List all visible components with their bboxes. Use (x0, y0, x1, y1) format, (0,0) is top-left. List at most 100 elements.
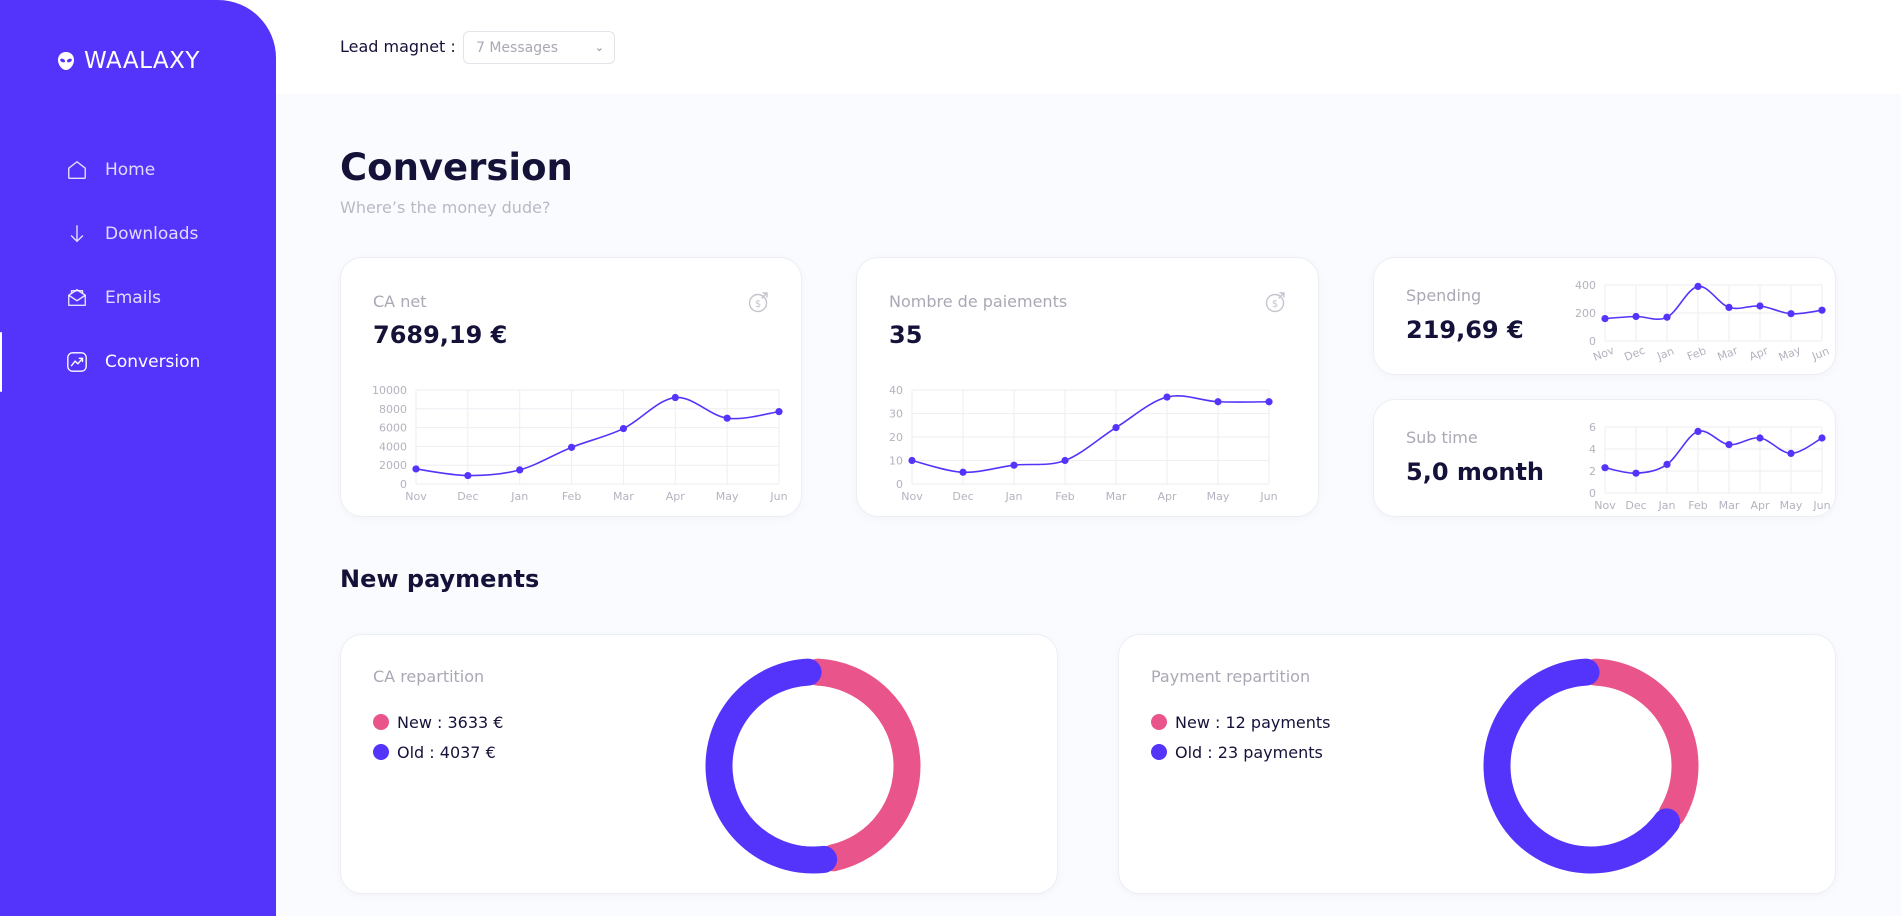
donut-slice-new[interactable] (1582, 658, 1699, 828)
data-point[interactable] (1694, 282, 1702, 290)
data-point[interactable] (1787, 449, 1795, 457)
legend-label: New : 12 payments (1175, 712, 1331, 732)
x-tick-label: Feb (1685, 344, 1708, 363)
series-line (911, 395, 1270, 474)
card-value: 35 (889, 321, 923, 349)
main-content: Conversion Where’s the money dude? CA ne… (276, 94, 1901, 916)
card-value: 5,0 month (1406, 458, 1545, 486)
sidebar-item-home[interactable]: Home (0, 138, 276, 202)
y-tick-label: 2 (1589, 465, 1596, 478)
data-point[interactable] (908, 456, 916, 465)
data-point[interactable] (1663, 313, 1671, 321)
data-point[interactable] (1818, 434, 1826, 442)
data-point[interactable] (1663, 460, 1671, 468)
sidebar-item-conversion[interactable]: Conversion (0, 330, 276, 394)
data-point[interactable] (775, 408, 783, 416)
legend-item-old: Old : 4037 € (373, 737, 503, 767)
data-point[interactable] (619, 424, 628, 433)
lead-magnet-value: 7 Messages (476, 39, 559, 56)
data-point[interactable] (1694, 427, 1702, 435)
data-point[interactable] (1818, 306, 1826, 314)
data-point[interactable] (1632, 312, 1640, 321)
x-tick-label: Apr (1747, 344, 1770, 363)
legend-item-old: Old : 23 payments (1151, 737, 1331, 767)
data-point[interactable] (1061, 456, 1069, 465)
coin-icon[interactable]: $ (1264, 290, 1288, 314)
x-tick-label: Dec (952, 490, 973, 503)
data-point[interactable] (464, 471, 472, 480)
data-point[interactable] (959, 468, 967, 476)
y-tick-label: 10000 (372, 384, 407, 397)
ca-net-card: CA net 7689,19 € $ 0 2000 4000 6000 8000 1000… (340, 257, 802, 517)
sidebar-item-label: Home (105, 160, 156, 180)
y-tick-label: 4 (1589, 443, 1596, 456)
x-tick-label: Mar (613, 490, 634, 503)
coin-icon[interactable]: $ (747, 290, 771, 314)
data-point[interactable] (1601, 464, 1609, 472)
y-tick-label: 4000 (379, 440, 407, 453)
y-tick-label: 0 (400, 478, 407, 491)
data-point[interactable] (1756, 302, 1764, 310)
mail-icon (65, 286, 89, 310)
y-tick-label: 6000 (379, 422, 407, 435)
lead-magnet-select[interactable]: 7 Messages ⌄ (463, 31, 615, 64)
data-point[interactable] (1756, 434, 1764, 442)
x-tick-label: Apr (1157, 490, 1177, 503)
x-tick-label: Mar (1716, 344, 1741, 364)
y-tick-label: 20 (889, 431, 903, 444)
alien-logo-icon (58, 52, 74, 70)
paiements-card: Nombre de paiements 35 $ 0 10 20 30 40 Nov Dec… (856, 257, 1319, 517)
chevron-down-icon: ⌄ (594, 41, 604, 54)
data-point[interactable] (671, 393, 679, 402)
payment-legend: New : 12 payments Old : 23 payments (1151, 707, 1331, 767)
download-icon (65, 222, 89, 246)
legend-item-new: New : 12 payments (1151, 707, 1331, 737)
data-point[interactable] (1632, 469, 1640, 477)
donut-slice-new[interactable] (804, 658, 921, 872)
sidebar-item-label: Downloads (105, 224, 199, 244)
data-point[interactable] (723, 414, 731, 422)
data-point[interactable] (412, 465, 420, 473)
data-point[interactable] (516, 466, 524, 474)
x-tick-label: Dec (457, 490, 478, 503)
x-tick-label: Nov (1594, 499, 1616, 512)
sidebar-item-downloads[interactable]: Downloads (0, 202, 276, 266)
y-tick-label: 2000 (379, 459, 407, 472)
x-tick-label: Feb (562, 490, 581, 503)
card-value: 7689,19 € (373, 321, 508, 349)
data-point[interactable] (1725, 303, 1733, 311)
data-point[interactable] (1112, 424, 1120, 432)
data-point[interactable] (1214, 398, 1222, 406)
sidebar-item-emails[interactable]: Emails (0, 266, 276, 330)
legend-label: New : 3633 € (397, 712, 504, 732)
page-title: Conversion (340, 146, 573, 189)
x-tick-label: Dec (1625, 499, 1646, 512)
x-tick-label: Jan (510, 490, 528, 503)
card-label: Nombre de paiements (889, 292, 1068, 311)
card-label: CA net (373, 292, 427, 311)
data-point[interactable] (1163, 393, 1171, 401)
legend-dot (1151, 744, 1167, 760)
chart-icon (65, 350, 89, 374)
card-label: Sub time (1406, 428, 1478, 447)
data-point[interactable] (1787, 310, 1795, 318)
donut-slice-old[interactable] (705, 658, 838, 874)
new-payments-title: New payments (340, 565, 540, 593)
x-tick-label: May (1207, 490, 1230, 503)
home-icon (65, 158, 89, 182)
card-label: CA repartition (373, 667, 485, 686)
ca-net-chart: 0 2000 4000 6000 8000 10000 Nov Dec Jan Feb Mar Apr… (372, 384, 788, 503)
paiements-chart: 0 10 20 30 40 Nov Dec Jan Feb Mar Apr May Jun (889, 384, 1278, 503)
y-tick-label: 0 (1589, 335, 1596, 348)
x-tick-label: Jan (1005, 490, 1023, 503)
data-point[interactable] (1601, 315, 1609, 323)
ca-repartition-card: CA repartition New : 3633 € Old : 4037 € (340, 634, 1058, 894)
data-point[interactable] (1010, 461, 1018, 469)
logo[interactable]: WAALAXY (56, 48, 200, 74)
data-point[interactable] (1265, 398, 1273, 406)
data-point[interactable] (567, 443, 576, 451)
series-line (415, 396, 780, 477)
donut-slice-old[interactable] (1483, 658, 1681, 874)
data-point[interactable] (1725, 441, 1733, 449)
subtime-card: Sub time 5,0 month 0 2 4 6 Nov Dec Jan Feb Mar Ap… (1373, 399, 1836, 517)
